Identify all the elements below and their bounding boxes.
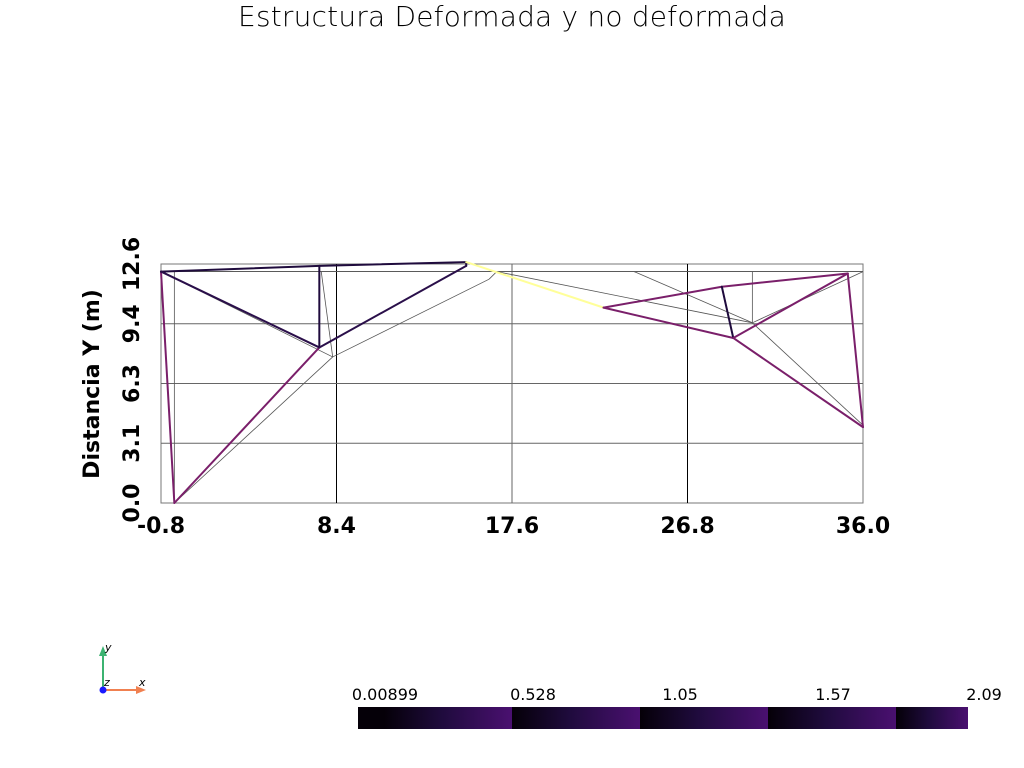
deformed-member: [318, 261, 468, 267]
chart-title: Estructura Deformada y no deformada: [238, 0, 786, 33]
colorbar-labels: 0.00899 0.528 1.05 1.57 2.09: [352, 685, 1002, 704]
x-tick-label: 8.4: [317, 514, 356, 539]
colorbar-segment: [768, 707, 896, 729]
triad-z-label: z: [103, 676, 110, 689]
y-tick-label: 9.4: [120, 304, 145, 343]
x-tick-label: -0.8: [137, 514, 185, 539]
deformed-member: [465, 261, 605, 309]
colorbar-tick-label: 2.09: [966, 685, 1002, 704]
x-tick-label: 17.6: [485, 514, 539, 539]
deformed-structure: [160, 261, 864, 504]
colorbar: [358, 707, 968, 729]
colorbar-tick-label: 1.57: [815, 685, 851, 704]
undeformed-member: [488, 271, 498, 280]
deformed-member: [732, 272, 849, 339]
y-tick-label: 0.0: [120, 484, 145, 523]
colorbar-segment: [640, 707, 768, 729]
deformed-member: [160, 270, 176, 504]
x-tick-label: 36.0: [836, 514, 890, 539]
deformed-member: [173, 346, 321, 504]
deformed-member: [720, 272, 849, 288]
triad-y-label: y: [104, 641, 112, 654]
y-tick-label: 3.1: [120, 424, 145, 463]
y-tick-label: 12.6: [120, 237, 145, 291]
colorbar-segment: [896, 707, 968, 729]
deformed-member: [732, 336, 864, 429]
undeformed-member: [496, 271, 753, 324]
x-tick-label: 26.8: [660, 514, 714, 539]
deformed-member: [720, 285, 735, 339]
undeformed-member: [332, 278, 490, 358]
undeformed-member: [174, 356, 333, 504]
deformed-member: [602, 306, 735, 339]
colorbar-tick-label: 1.05: [662, 685, 698, 704]
colorbar-segment: [512, 707, 640, 729]
undeformed-member: [320, 271, 334, 357]
triad-x-label: x: [138, 676, 146, 689]
y-axis-ticks: 0.0 3.1 6.3 9.4 12.6: [120, 237, 145, 523]
y-tick-label: 6.3: [120, 364, 145, 403]
colorbar-segment: [358, 707, 384, 729]
colorbar-tick-label: 0.00899: [352, 685, 418, 704]
orientation-triad: y x z: [99, 641, 146, 694]
x-axis-ticks: -0.8 8.4 17.6 26.8 36.0: [137, 514, 890, 539]
deformed-member: [602, 285, 723, 309]
colorbar-tick-label: 0.528: [510, 685, 556, 704]
deformed-member: [160, 264, 321, 273]
undeformed-member: [633, 271, 753, 324]
deformed-member: [160, 270, 321, 349]
deformed-member: [846, 272, 864, 429]
colorbar-segment: [384, 707, 512, 729]
y-axis-label: Distancia Y (m): [80, 289, 105, 479]
grid: [160, 263, 864, 504]
z-axis-dot-icon: [99, 686, 107, 694]
undeformed-member: [752, 322, 864, 426]
deformed-member: [318, 264, 468, 349]
